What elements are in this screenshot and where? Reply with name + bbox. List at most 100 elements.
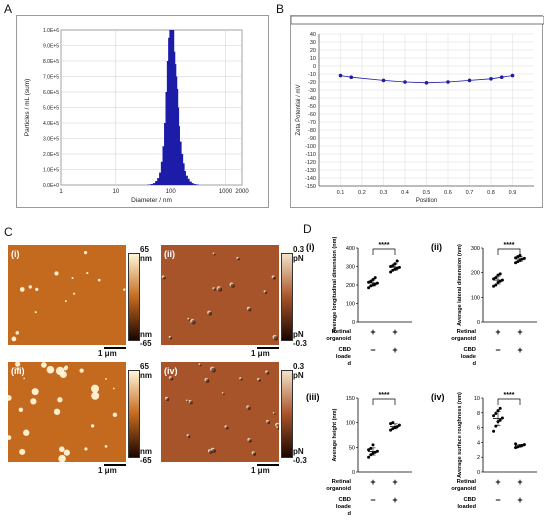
y-tick-label: 5.0E+5: [43, 106, 59, 112]
y-tick-label: 1.0E+6: [43, 28, 59, 34]
subplot-label: (ii): [431, 242, 442, 252]
y-tick-label: 9.0E+5: [43, 44, 59, 50]
particle-shadow: [208, 311, 213, 316]
zeta-point: [510, 73, 515, 78]
data-point: [522, 256, 526, 260]
particle-shadow: [230, 283, 235, 288]
particle-highlight: [221, 392, 224, 394]
particle-shadow: [225, 426, 229, 430]
y-tick-label: 100: [346, 421, 355, 427]
row-label: organoid: [326, 336, 351, 342]
panel-label-d: D: [303, 222, 312, 236]
particle-shadow: [170, 377, 174, 381]
particle: [46, 365, 55, 374]
y-tick-label: 8: [477, 411, 480, 417]
y-tick-label: 40: [310, 32, 316, 38]
row-label: Retinal: [457, 479, 477, 485]
subplot-label: (i): [306, 242, 315, 252]
afm-sublabel-ii: (ii): [164, 249, 175, 259]
colorbar-min: -0.3: [293, 456, 307, 465]
row-label: d: [347, 361, 351, 367]
y-tick-label: 100: [471, 295, 480, 301]
subplot-D-iv: (iv) 0 2 4 6 8 10 Average surface roughness (nm…: [431, 392, 537, 510]
y-tick-label: 6: [477, 426, 480, 432]
particle: [16, 367, 20, 371]
y-tick-label: 20: [310, 48, 316, 54]
particle-shadow: [272, 276, 276, 280]
zeta-point: [349, 75, 354, 79]
x-tick-label: 0.1: [337, 190, 345, 196]
significance-bracket: [372, 398, 396, 405]
particle: [83, 251, 88, 255]
particle: [63, 366, 68, 371]
y-tick-label: 100: [346, 302, 355, 308]
data-point: [498, 279, 502, 283]
particle: [28, 285, 32, 289]
data-point: [389, 428, 393, 432]
y-tick-label: 0: [313, 64, 316, 70]
y-tick-label: 4: [477, 440, 480, 446]
x-tick-label: 0.5: [423, 190, 431, 196]
particle: [8, 435, 12, 440]
histogram-bar: [160, 161, 164, 185]
particle: [54, 271, 59, 276]
row-sign: −: [495, 345, 500, 355]
colorbar-i: [128, 253, 140, 341]
zeta-point: [499, 75, 504, 79]
significance-bracket: [372, 248, 396, 255]
particle: [34, 311, 37, 314]
histogram-bar: [157, 178, 160, 185]
histogram-bar: [150, 184, 153, 185]
colorbar-unit-bottom: pN: [293, 447, 304, 456]
afm-texture: [8, 362, 118, 462]
particle-shadow: [209, 450, 213, 454]
histogram-bar: [180, 154, 184, 185]
x-axis-label: Position: [416, 198, 437, 204]
particle: [97, 278, 101, 282]
x-tick-label: 0.6: [444, 190, 452, 196]
y-axis-label: Average lateral dimension (nm): [457, 244, 463, 326]
colorbar-min: -0.3: [293, 339, 307, 348]
particle: [90, 384, 100, 393]
afm-image-iii: [8, 362, 126, 462]
y-tick-label: 7.0E+5: [43, 75, 59, 81]
histogram-bar: [191, 183, 194, 185]
particle-highlight: [198, 363, 201, 366]
significance-stars: ****: [379, 242, 390, 249]
colorbar-unit-bottom: nm: [140, 330, 152, 339]
particle: [18, 407, 24, 413]
particle-shadow: [189, 401, 193, 405]
y-tick-label: 2: [477, 455, 480, 461]
scale-bar: [104, 464, 126, 466]
x-tick-label: 0.7: [466, 190, 474, 196]
colorbar-min: -65: [140, 339, 152, 348]
panel-label-b: B: [276, 2, 285, 16]
data-point: [492, 429, 496, 433]
row-sign: −: [495, 495, 500, 505]
y-tick-label: 200: [346, 283, 355, 289]
particle-shadow: [217, 287, 223, 292]
particle: [11, 336, 17, 342]
histogram-bar: [164, 123, 167, 185]
panel-a-frame: 0.0E+0 1.0E+5 2.0E+5 3.0E+5 4.0E+5 5.0E+5 6.0E…: [16, 15, 269, 208]
data-point: [369, 279, 373, 283]
colorbar-iv: [281, 370, 293, 458]
y-axis-label: Average longitudinal dimension (nm): [332, 237, 338, 334]
particle-shadow: [199, 364, 202, 367]
particle-shadow: [258, 379, 261, 382]
y-axis-label: Zeta Potential / mV: [296, 84, 302, 135]
row-label: Retinal: [457, 329, 477, 335]
y-tick-label: -90: [308, 136, 316, 142]
zeta-point: [446, 80, 450, 84]
row-sign: −: [370, 495, 375, 505]
row-label: CBD: [338, 347, 351, 353]
data-point: [498, 418, 502, 422]
colorbar-unit-top: nm: [140, 371, 152, 380]
particle: [59, 371, 67, 379]
zeta-point: [403, 80, 407, 84]
afm-image-ii: [161, 245, 279, 345]
y-tick-label: 10: [310, 56, 316, 62]
data-point: [397, 423, 401, 427]
colorbar-ii: [281, 253, 293, 341]
histogram-bar: [183, 171, 186, 185]
